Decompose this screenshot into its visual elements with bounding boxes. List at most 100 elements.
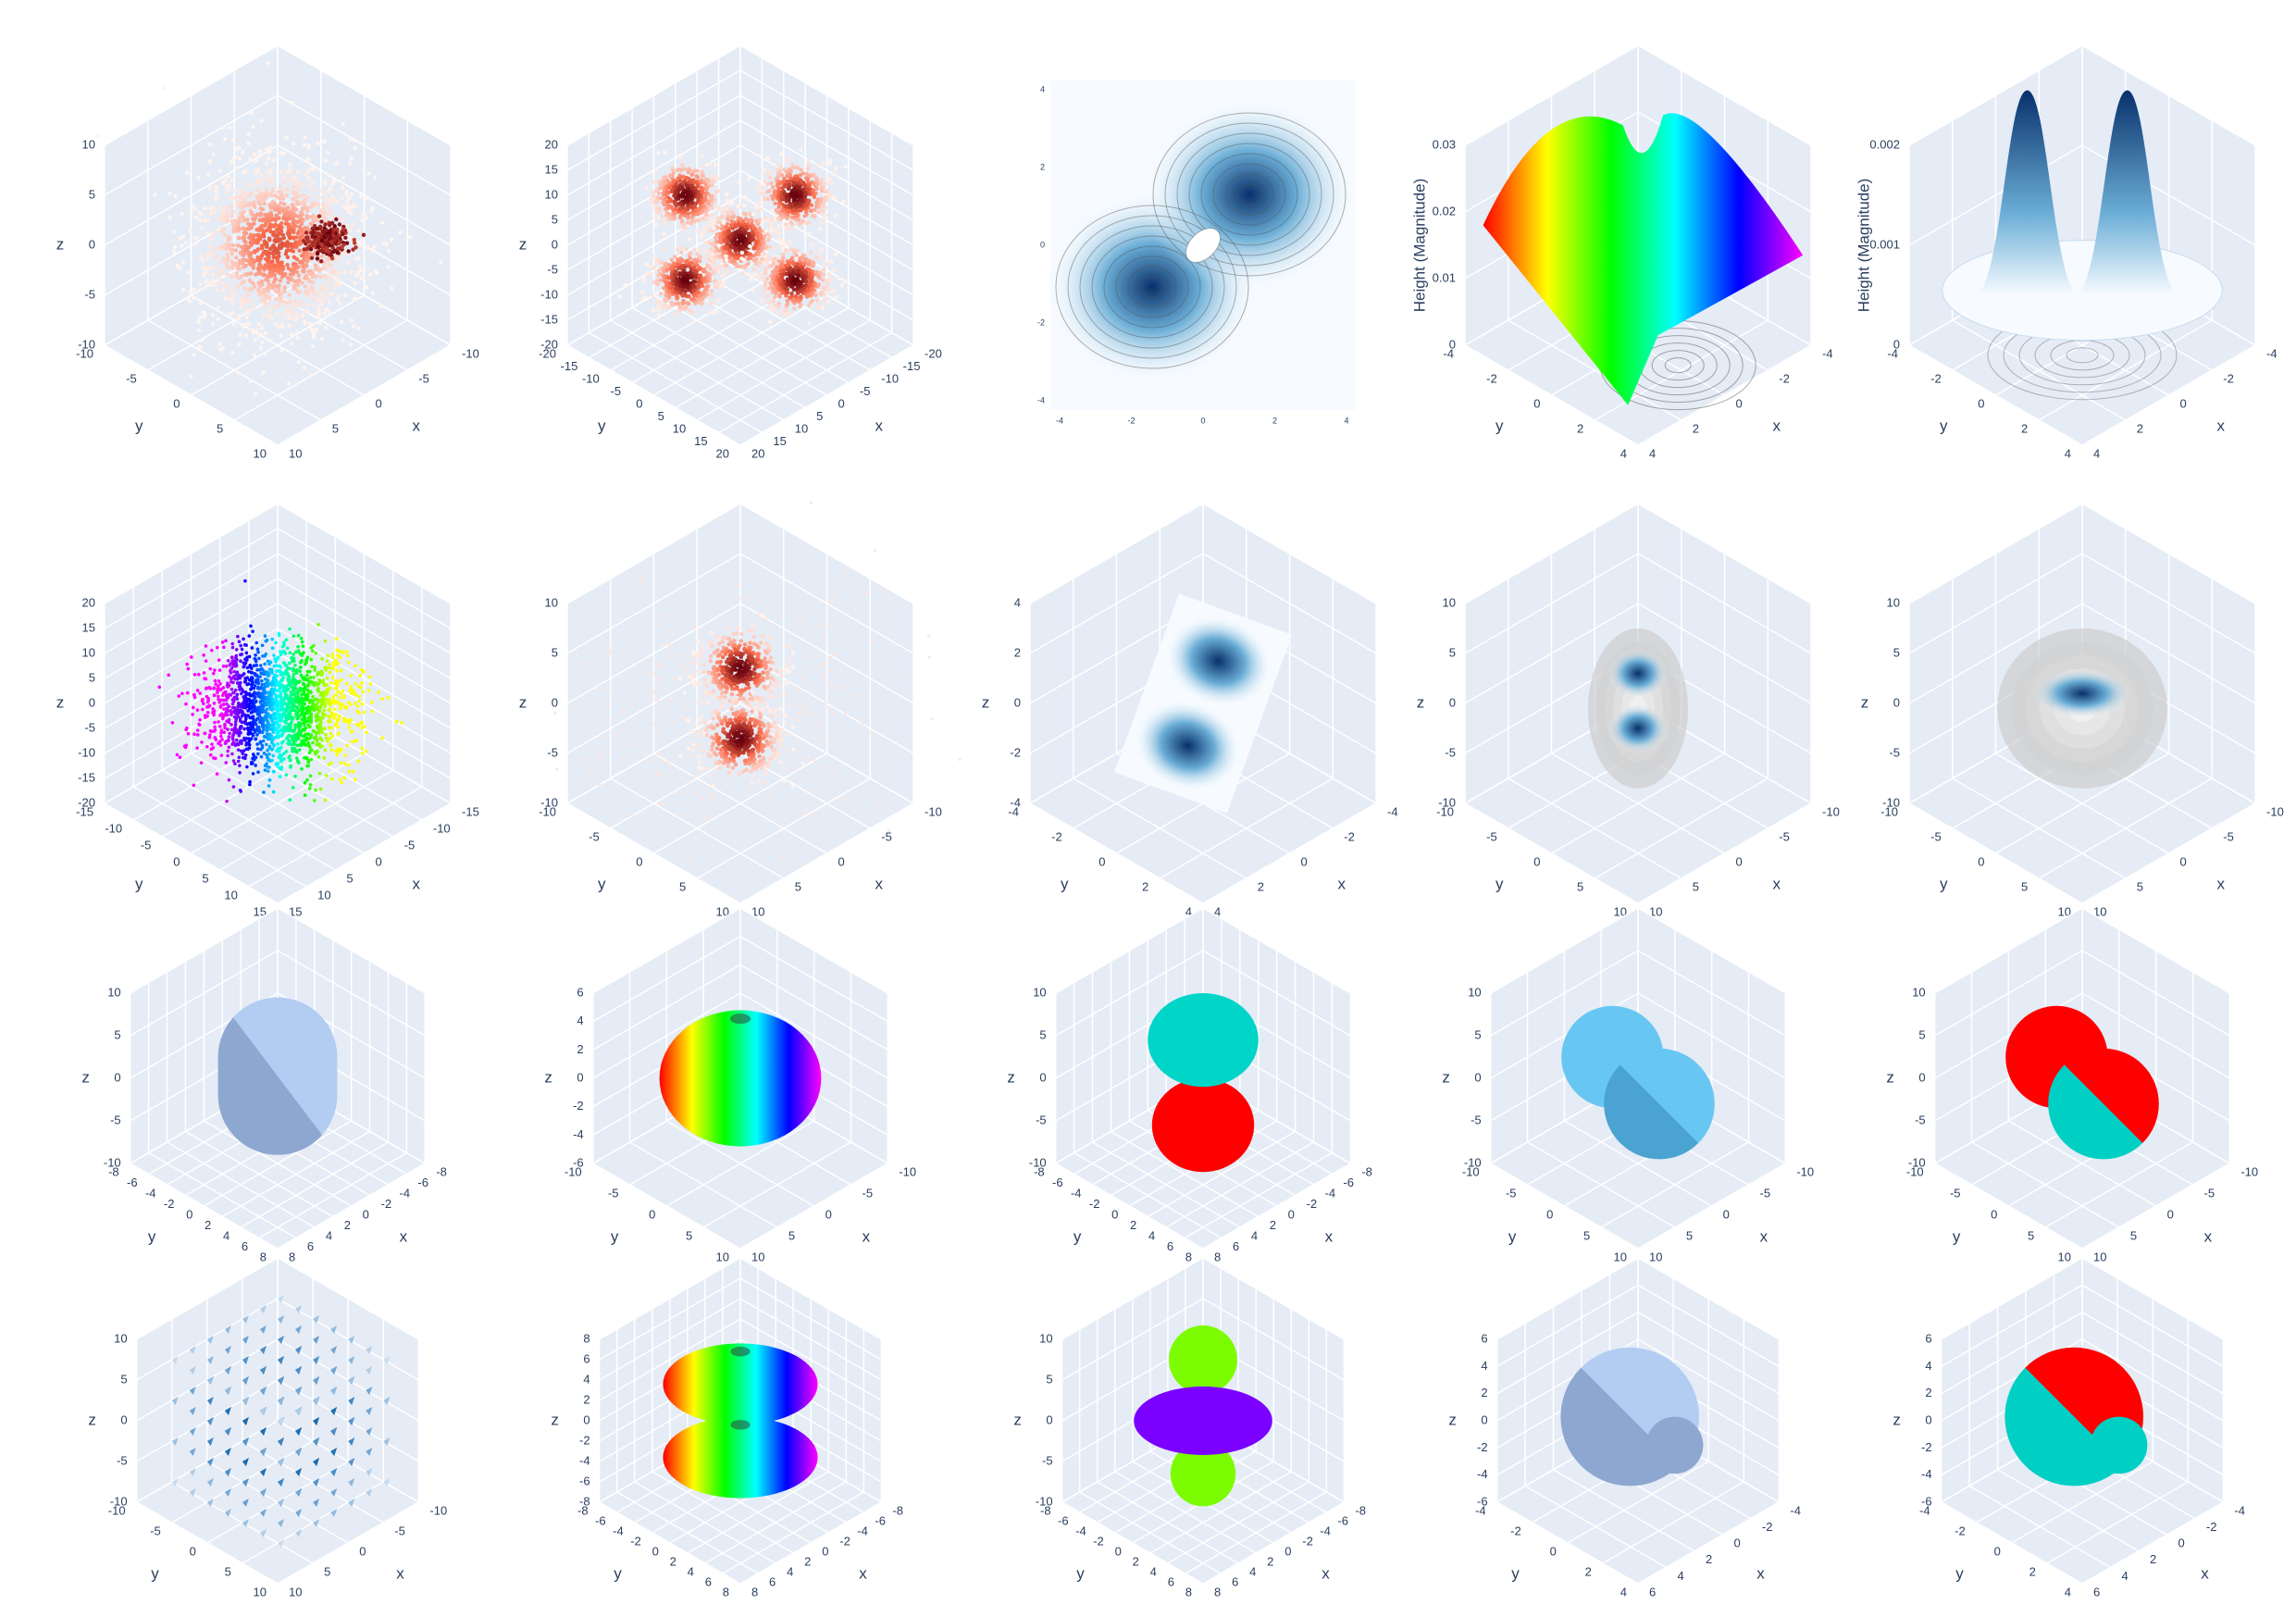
scatter-point [295,219,300,225]
scatter-point [196,175,201,180]
x-tick-label: -10 [433,821,451,835]
scatter-point [316,312,320,317]
scatter-point [807,320,813,326]
z-tick-label: 15 [81,620,94,634]
scatter-point [681,287,686,292]
scatter-point [251,280,255,286]
y-tick-label: -4 [1443,346,1454,360]
scatter-point [237,145,242,150]
scatter-point [623,283,628,288]
scatter-point [752,228,757,232]
y-axis-title: y [598,417,606,434]
scatter-point [368,271,373,277]
x-tick-label: 5 [816,409,823,423]
scatter-point [827,272,832,277]
y-tick-label: -2 [1930,371,1942,385]
x-tick-label: 20 [751,446,764,460]
scatter-point [379,304,383,308]
scatter-point [691,319,696,324]
scatter-point [251,629,254,633]
scatter-point [198,301,203,305]
scatter-point [323,158,329,163]
scatter-point [332,707,337,712]
scatter-point [268,230,273,234]
scatter-point [685,284,689,289]
scatter-point [217,270,222,276]
scatter-point [223,296,228,301]
scatter-point [260,245,265,251]
scatter-point [818,220,824,225]
scatter-point [310,285,315,290]
scatter-point [265,178,270,182]
scatter-point [785,216,790,221]
scatter-point [740,271,745,276]
scatter-point [357,264,363,269]
scatter-point [702,249,707,254]
scatter-point [266,212,270,218]
scatter-point [394,719,399,724]
scatter-point [271,158,276,163]
scatter-point [292,181,297,186]
scatter-point [346,259,351,265]
scatter-point [684,278,689,283]
scatter-point [226,265,230,269]
scatter-point [226,238,231,243]
scatter-point [823,296,827,301]
scatter-point [312,223,317,229]
scatter-point [208,266,213,270]
scatter-point [834,294,839,300]
scatter-point [322,209,328,215]
scatter-point [334,161,339,166]
scatter-point [246,321,251,327]
scatter-point [250,211,254,216]
scatter-point [681,193,686,199]
scatter-point [346,249,351,254]
scatter-point [284,218,289,223]
scatter-point [653,217,658,221]
scatter-point [337,282,342,287]
scatter-point [715,298,721,303]
x-tick-label: 0 [1736,396,1743,410]
scatter-point [751,288,755,292]
scatter-point [250,328,254,332]
scatter-point [180,243,184,248]
scatter-point [820,302,825,306]
z-tick-label: 5 [552,212,558,226]
scatter-point [319,303,324,307]
scatter-point [287,162,292,168]
scatter-point [319,235,324,240]
scatter-point [234,275,240,280]
scatter-point [276,230,280,235]
scatter-point [792,196,797,202]
z-tick-label: -20 [540,337,558,351]
scatter-point [210,321,216,326]
scatter-point [262,300,267,305]
scatter-point [341,185,345,190]
scatter-point [241,236,245,241]
scatter-point [790,208,796,213]
scatter-point [709,247,714,252]
scatter-point [743,212,749,217]
scatter-point [248,156,253,161]
scatter-point [305,168,311,173]
scatter-point [197,316,202,320]
scatter-point [343,292,348,297]
scatter-point [651,307,656,313]
scatter-point [266,60,270,66]
scatter-point [285,255,291,260]
y-tick-label: 5 [202,871,208,885]
scatter-point [360,218,365,223]
scatter-point [653,222,659,227]
scatter-point [262,305,267,310]
scatter-point [796,268,800,274]
scatter-point [714,246,720,252]
scatter-point [205,172,211,177]
scatter-point [658,304,663,308]
scatter-point [818,227,823,231]
scatter-point [700,232,704,237]
scatter-point [310,180,316,184]
scatter-point [281,235,286,241]
plot-panel: 20151050-5-10-15-20-20-15-10-505101520-2… [519,44,942,460]
scatter-point [263,331,267,336]
scatter-point [676,301,681,306]
